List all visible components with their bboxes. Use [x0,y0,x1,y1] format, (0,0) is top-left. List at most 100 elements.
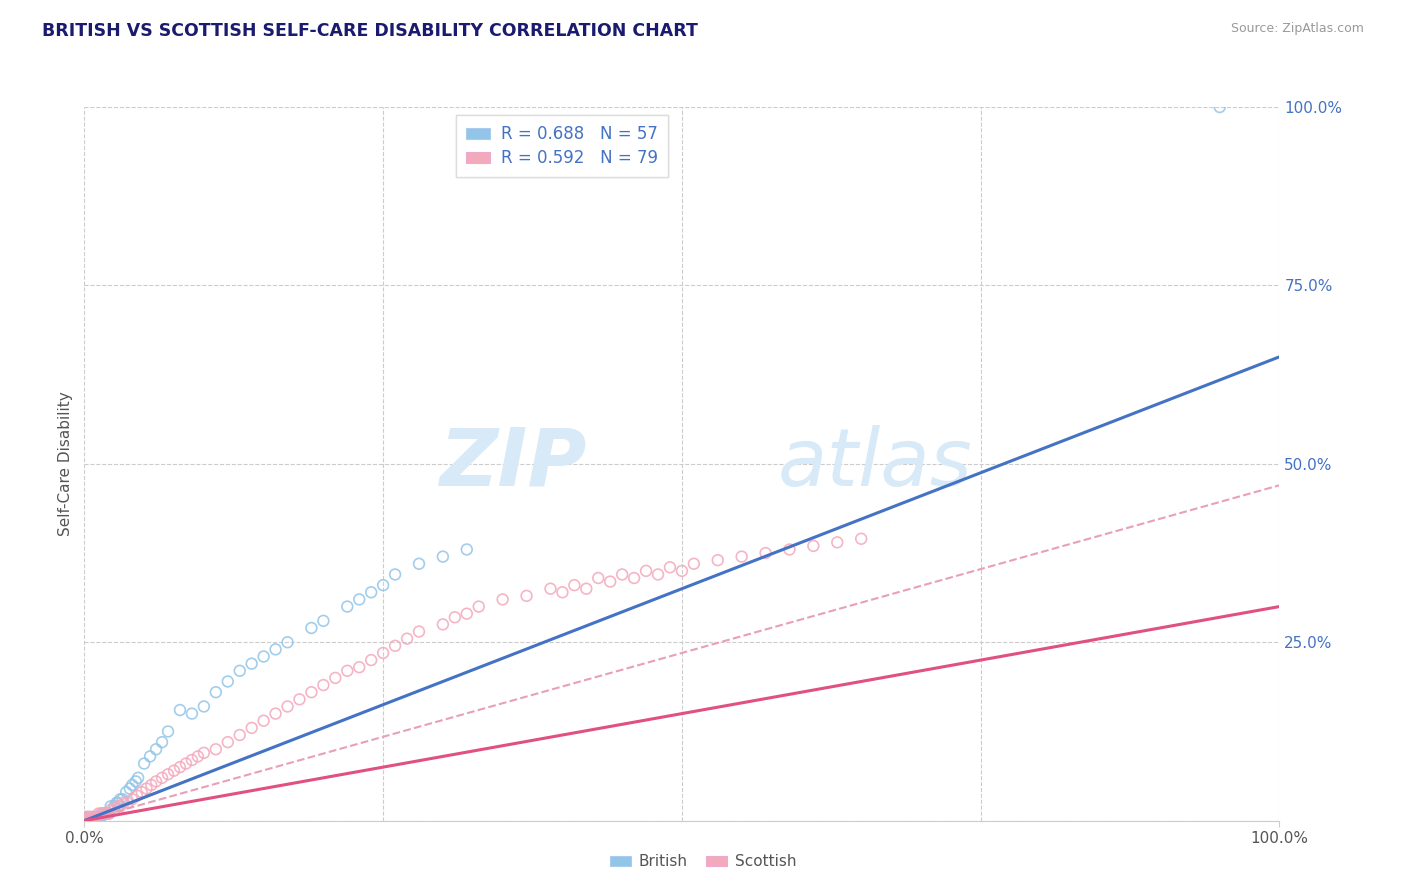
Point [228,664,252,678]
Point [117,796,139,810]
Point [277,635,299,649]
Point [444,610,467,624]
Point [127,771,149,785]
Point [384,639,406,653]
Point [150,771,173,785]
Point [107,796,129,810]
Point [336,599,359,614]
Point [610,567,633,582]
Point [87,806,110,821]
Point [301,685,323,699]
Point [86,810,108,824]
Point [76,810,98,824]
Point [240,657,263,671]
Point [93,806,115,821]
Point [371,646,394,660]
Point [169,703,191,717]
Point [253,714,276,728]
Point [125,789,148,803]
Text: atlas: atlas [778,425,973,503]
Point [83,810,105,824]
Point [84,810,107,824]
Point [86,810,108,824]
Point [111,792,134,806]
Point [623,571,645,585]
Point [91,806,114,821]
Point [79,810,101,824]
Point [103,799,125,814]
Point [139,749,162,764]
Point [217,674,239,689]
Point [432,617,454,632]
Point [121,792,143,806]
Point [180,753,202,767]
Point [97,806,120,821]
Point [121,778,143,792]
Point [264,706,287,721]
Point [135,781,157,796]
Point [825,535,848,549]
Point [205,742,228,756]
Point [76,810,98,824]
Point [98,806,121,821]
Point [94,806,117,821]
Point [82,810,104,824]
Point [1208,100,1232,114]
Point [323,671,347,685]
Point [658,560,681,574]
Point [97,806,120,821]
Point [79,810,101,824]
Point [634,564,657,578]
Point [432,549,454,564]
Point [96,806,118,821]
Point [336,664,359,678]
Point [174,756,197,771]
Point [100,799,122,814]
Point [118,781,141,796]
Point [169,760,191,774]
Text: ZIP: ZIP [439,425,586,503]
Point [288,692,311,706]
Point [360,585,382,599]
Point [83,810,105,824]
Point [145,742,167,756]
Point [371,578,394,592]
Point [145,774,167,789]
Point [141,778,163,792]
Point [87,810,110,824]
Point [77,810,100,824]
Point [75,810,97,824]
Point [100,803,122,817]
Point [396,632,419,646]
Point [163,764,186,778]
Point [301,621,323,635]
Point [562,578,585,592]
Point [90,806,112,821]
Point [193,699,215,714]
Point [540,582,562,596]
Point [492,592,515,607]
Point [132,756,156,771]
Point [575,582,598,596]
Point [80,810,103,824]
Point [599,574,621,589]
Point [408,557,430,571]
Point [205,685,228,699]
Point [779,542,801,557]
Point [82,810,104,824]
Point [103,803,125,817]
Point [456,542,478,557]
Point [312,678,335,692]
Point [349,660,371,674]
Point [131,785,153,799]
Point [360,653,382,667]
Point [77,810,100,824]
Point [84,810,107,824]
Point [228,728,252,742]
Point [849,532,872,546]
Point [588,571,610,585]
Point [551,585,574,599]
Point [105,796,128,810]
Point [93,806,115,821]
Point [217,735,239,749]
